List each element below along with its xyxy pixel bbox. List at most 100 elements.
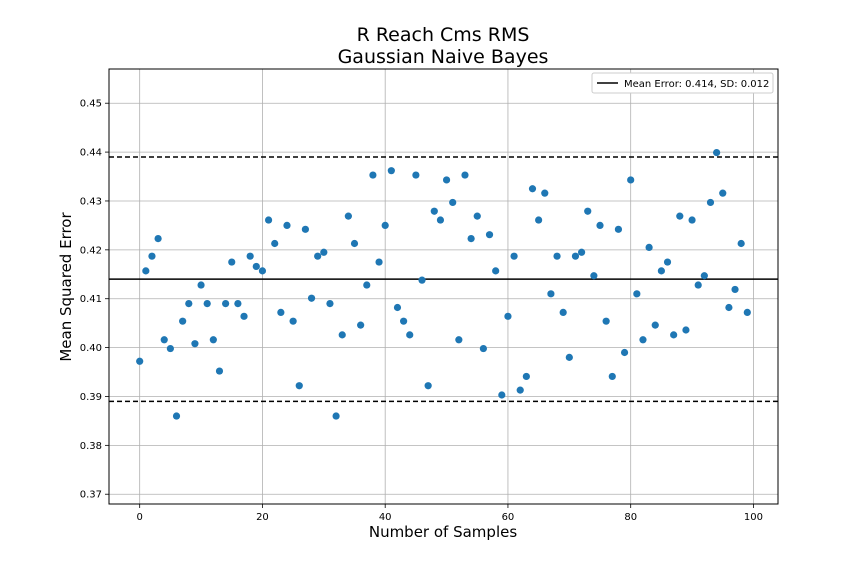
scatter-point <box>645 243 653 251</box>
scatter-point <box>737 239 745 248</box>
scatter-point <box>620 348 629 357</box>
legend-entry-mean: Mean Error: 0.414, SD: 0.012 <box>624 79 769 90</box>
scatter-point <box>234 300 242 308</box>
scatter-point <box>731 285 739 294</box>
x-tick-label: 60 <box>502 512 515 523</box>
scatter-point <box>148 252 156 260</box>
scatter-point <box>633 290 641 298</box>
scatter-point <box>320 248 328 256</box>
scatter-point <box>498 391 506 399</box>
scatter-point <box>657 267 665 275</box>
scatter-point <box>264 216 273 224</box>
scatter-point <box>706 198 715 207</box>
scatter-point <box>614 225 623 233</box>
y-axis-ticks: 0.37 0.38 0.39 0.40 0.41 0.42 0.43 0.44 0.45 <box>80 99 109 501</box>
y-tick-label: 0.44 <box>80 148 102 159</box>
scatter-point <box>185 300 193 308</box>
scatter-point <box>172 412 181 420</box>
scatter-point <box>651 321 659 329</box>
y-tick-label: 0.38 <box>80 441 102 452</box>
scatter-point <box>424 382 432 390</box>
scatter-point <box>676 212 684 220</box>
y-axis-label: Mean Squared Error <box>57 212 75 362</box>
scatter-point <box>688 216 696 224</box>
scatter-point <box>682 326 690 334</box>
scatter-point <box>228 258 236 266</box>
scatter-point <box>510 252 518 260</box>
scatter-point <box>436 216 445 224</box>
scatter-point <box>639 336 647 344</box>
scatter-point <box>442 176 451 184</box>
scatter-point <box>154 235 162 243</box>
y-tick-label: 0.39 <box>80 392 102 403</box>
y-tick-label: 0.41 <box>80 294 102 305</box>
scatter-point <box>553 252 561 260</box>
x-tick-label: 40 <box>379 512 392 523</box>
scatter-point <box>252 262 260 271</box>
scatter-point <box>694 281 702 289</box>
scatter-point <box>492 267 500 275</box>
scatter-point <box>314 252 322 260</box>
scatter-point <box>301 225 310 233</box>
scatter-point <box>719 189 727 197</box>
x-tick-label: 0 <box>137 512 143 523</box>
scatter-point <box>547 290 555 298</box>
scatter-point <box>295 382 303 390</box>
legend: Mean Error: 0.414, SD: 0.012 <box>591 72 774 94</box>
x-tick-label: 20 <box>256 512 269 523</box>
scatter-point <box>363 281 371 289</box>
scatter-point <box>467 235 475 243</box>
scatter-point <box>406 331 414 339</box>
scatter-point <box>375 258 383 266</box>
scatter-point <box>663 258 672 266</box>
scatter-point <box>350 239 359 248</box>
scatter-point <box>535 216 543 224</box>
scatter-point <box>449 198 457 207</box>
scatter-point <box>743 308 751 317</box>
chart-title: R Reach Cms RMS <box>357 24 530 46</box>
scatter-point <box>357 321 365 329</box>
scatter-point <box>430 207 438 215</box>
scatter-point <box>344 212 352 220</box>
scatter-point <box>412 171 420 179</box>
scatter-point <box>240 312 248 320</box>
scatter-point <box>258 267 267 275</box>
scatter-point <box>504 312 512 320</box>
x-tick-label: 80 <box>624 512 637 523</box>
scatter-point <box>307 294 316 302</box>
scatter-point <box>289 317 297 325</box>
scatter-point <box>142 267 150 275</box>
scatter-point <box>700 272 708 280</box>
y-tick-label: 0.40 <box>80 343 102 354</box>
y-tick-label: 0.45 <box>80 99 102 110</box>
scatter-point <box>479 344 487 353</box>
plot-frame <box>108 68 779 505</box>
scatter-point <box>522 372 530 381</box>
legend-box <box>591 72 774 94</box>
y-tick-label: 0.43 <box>80 196 102 207</box>
scatter-point <box>332 412 340 420</box>
scatter-point <box>584 207 592 215</box>
data-points <box>136 148 751 420</box>
scatter-point <box>418 276 426 284</box>
scatter-point <box>209 336 217 344</box>
scatter-point <box>246 252 254 260</box>
scatter-point <box>160 336 168 344</box>
y-tick-label: 0.37 <box>80 490 102 501</box>
scatter-point <box>473 212 481 220</box>
scatter-point <box>713 148 721 157</box>
chart-subtitle: Gaussian Naive Bayes <box>338 46 549 68</box>
scatter-point <box>565 353 573 361</box>
scatter-point <box>369 171 377 179</box>
x-axis-label: Number of Samples <box>369 523 517 541</box>
scatter-point <box>627 176 635 184</box>
scatter-point <box>203 300 211 308</box>
scatter-point <box>326 300 334 308</box>
scatter-point <box>215 367 224 375</box>
scatter-point <box>387 167 395 175</box>
x-tick-label: 100 <box>744 512 763 523</box>
scatter-point <box>393 303 402 312</box>
scatter-point <box>590 272 598 280</box>
scatter-point <box>541 189 549 197</box>
